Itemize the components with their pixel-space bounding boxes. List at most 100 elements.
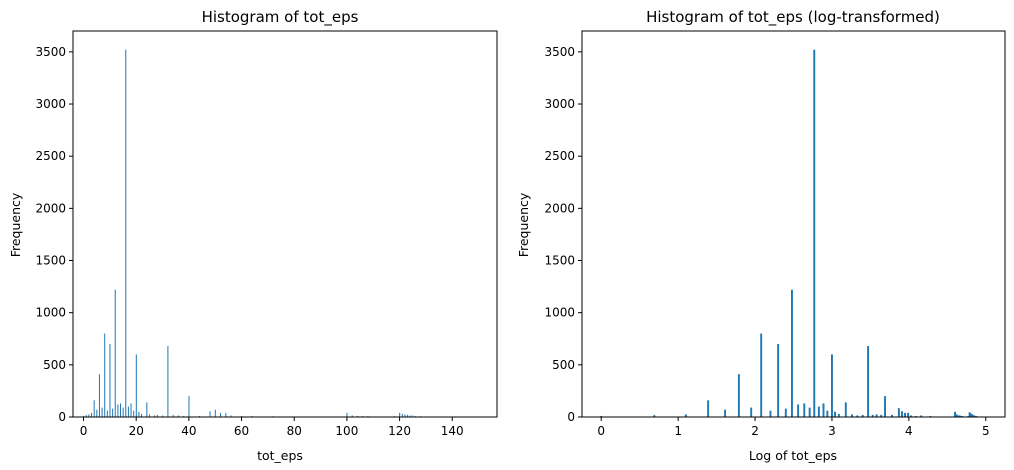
histogram-bar — [91, 412, 93, 417]
histogram-bar — [797, 404, 800, 417]
histogram-bar — [653, 415, 656, 417]
histogram-bar — [85, 415, 87, 417]
histogram-bar — [146, 402, 148, 417]
histogram-bar — [600, 415, 603, 417]
histogram-bar — [114, 289, 116, 417]
x-tick-label: 0 — [597, 424, 605, 438]
histogram-bar — [220, 412, 222, 417]
x-axis-label: tot_eps — [257, 448, 303, 463]
histogram-bar — [122, 407, 124, 417]
histogram-bar — [241, 415, 243, 417]
histogram-bar — [88, 414, 90, 417]
histogram-bar — [407, 414, 409, 417]
histogram-bar — [225, 412, 227, 417]
y-tick-label: 500 — [552, 358, 575, 372]
y-tick-label: 3000 — [35, 97, 66, 111]
histogram-bar — [875, 414, 878, 417]
x-tick-label: 4 — [905, 424, 913, 438]
histogram-bar — [209, 411, 211, 417]
histogram-bar — [125, 49, 127, 417]
x-tick-label: 1 — [674, 424, 682, 438]
histogram-bar — [856, 415, 859, 417]
histogram-bar — [844, 402, 847, 417]
histogram-bar — [412, 415, 414, 417]
histogram-bar — [101, 407, 103, 417]
y-tick-label: 2500 — [35, 149, 66, 163]
histogram-bar — [900, 411, 903, 417]
x-axis-label: Log of tot_eps — [749, 448, 837, 463]
x-tick-label: 100 — [335, 424, 358, 438]
x-tick-label: 120 — [388, 424, 411, 438]
histogram-bar — [214, 409, 216, 417]
histogram-bar — [230, 415, 232, 417]
histogram-bar — [955, 414, 958, 417]
histogram-bar — [96, 409, 98, 417]
histogram-bar — [737, 374, 740, 417]
plot-frame — [72, 30, 498, 418]
histogram-bar — [837, 413, 840, 417]
histogram-bar — [954, 411, 956, 417]
histogram-bar — [904, 412, 906, 417]
y-tick-label: 2000 — [35, 201, 66, 215]
y-tick-label: 3000 — [544, 97, 575, 111]
histogram-bar — [813, 49, 816, 417]
bars-group — [83, 49, 427, 417]
histogram-log-panel: Histogram of tot_eps (log-transformed) L… — [516, 8, 1006, 463]
histogram-bar — [784, 408, 787, 417]
histogram-bar — [117, 404, 119, 417]
histogram-bar — [141, 413, 143, 417]
histogram-bar — [914, 415, 917, 417]
histogram-bar — [850, 414, 853, 417]
histogram-bar — [769, 410, 772, 417]
y-tick-label: 500 — [43, 358, 66, 372]
histogram-bar — [822, 403, 825, 417]
histogram-bar — [867, 346, 870, 417]
x-tick-label: 0 — [80, 424, 88, 438]
histogram-bar — [177, 415, 179, 417]
histogram-bar — [183, 415, 185, 417]
histogram-bar — [401, 413, 403, 417]
y-tick-label: 1500 — [35, 254, 66, 268]
histogram-bar — [830, 354, 833, 417]
ticks-group: 0 20 40 60 80 100 120 140 0 500 1000 1500 2000 2500 30… — [35, 45, 463, 438]
histogram-bar — [156, 414, 158, 417]
histogram-bar — [791, 289, 793, 417]
x-tick-label: 60 — [234, 424, 249, 438]
y-tick-label: 1000 — [544, 306, 575, 320]
histogram-bar — [684, 414, 687, 417]
histogram-bar — [707, 400, 710, 417]
y-tick-label: 2000 — [544, 201, 575, 215]
y-tick-label: 1000 — [35, 306, 66, 320]
histogram-bar — [162, 415, 164, 417]
histogram-bar — [808, 407, 811, 417]
histogram-bar — [834, 411, 836, 417]
histogram-bar — [138, 411, 140, 417]
histogram-bar — [251, 415, 253, 417]
histogram-bar — [884, 396, 886, 417]
histogram-bar — [133, 410, 135, 417]
histogram-bar — [760, 333, 763, 417]
histogram-raw-panel: Histogram of tot_eps tot_eps Frequency 0… — [8, 8, 498, 463]
y-tick-label: 3500 — [544, 45, 575, 59]
histogram-bar — [871, 414, 874, 417]
histogram-bar — [920, 415, 923, 417]
histogram-bar — [861, 414, 864, 417]
histogram-bar — [890, 414, 893, 417]
histogram-bar — [910, 415, 913, 417]
histogram-bar — [172, 414, 174, 417]
chart-title: Histogram of tot_eps — [202, 8, 359, 27]
histogram-bar — [154, 415, 156, 417]
histogram-bar — [362, 415, 364, 417]
histogram-bar — [973, 415, 976, 417]
chart-title: Histogram of tot_eps (log-transformed) — [646, 8, 940, 27]
histogram-bar — [409, 415, 411, 417]
plot-frame — [581, 30, 1006, 418]
y-tick-label: 3500 — [35, 45, 66, 59]
histogram-bar — [750, 407, 753, 417]
x-tick-label: 2 — [751, 424, 759, 438]
histogram-bar — [907, 412, 910, 417]
histogram-bar — [724, 409, 727, 417]
histogram-bar — [135, 354, 137, 417]
ticks-group: 0 1 2 3 4 5 0 500 1000 1500 2000 2500 3000 3500 — [544, 45, 989, 438]
